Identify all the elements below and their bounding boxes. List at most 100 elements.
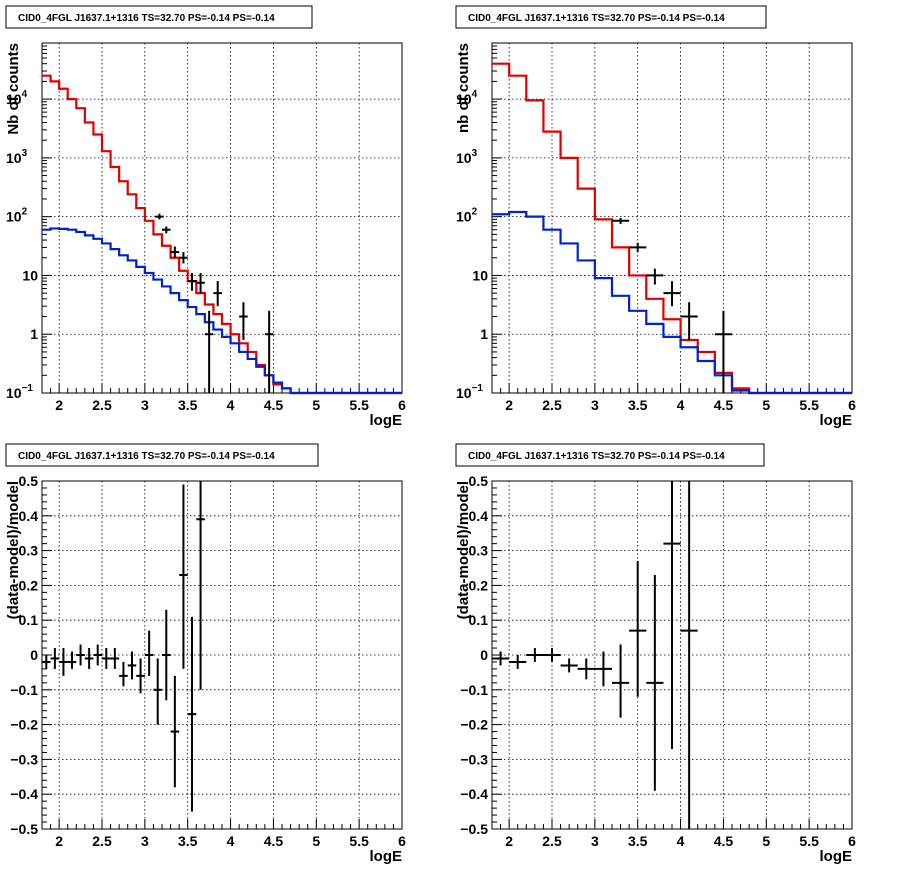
- x-tick-label: 2: [505, 833, 513, 849]
- data-point: [67, 651, 77, 669]
- data-point: [680, 481, 698, 829]
- data-point: [196, 273, 205, 294]
- y-tick-exponent: 3: [472, 148, 478, 159]
- data-point: [526, 648, 544, 662]
- y-tick-label: 10: [472, 267, 488, 283]
- x-tick-label: 2.5: [542, 833, 562, 849]
- x-tick-label: 6: [848, 833, 856, 849]
- y-tick-exponent: 3: [22, 148, 28, 159]
- y-tick-label: −0.5: [10, 821, 38, 837]
- y-tick-label: −0.5: [460, 821, 488, 837]
- x-tick-label: 3.5: [178, 833, 198, 849]
- chart-title: CID0_4FGL J1637.1+1316 TS=32.70 PS=-0.14…: [468, 451, 725, 462]
- x-tick-label: 5: [312, 397, 320, 413]
- y-tick-label: 0.3: [19, 543, 39, 559]
- x-axis-label: logE: [820, 848, 853, 865]
- data-point: [84, 648, 94, 669]
- data-point: [509, 655, 527, 669]
- data-point: [162, 609, 171, 701]
- data-point: [144, 630, 154, 676]
- data-point: [179, 252, 188, 264]
- y-tick-label: 103: [456, 148, 478, 166]
- x-tick-label: 3: [141, 397, 149, 413]
- y-axis-label: (data-model)/model: [455, 481, 472, 619]
- data-point: [196, 481, 205, 690]
- x-tick-label: 2.5: [542, 397, 562, 413]
- x-tick-label: 4: [227, 397, 235, 413]
- chart-panel-2: CID0_4FGL J1637.1+1316 TS=32.70 PS=-0.14…: [455, 5, 856, 429]
- title-box: [455, 5, 767, 29]
- title-box: [5, 443, 319, 467]
- y-tick-exponent: −1: [22, 383, 34, 394]
- data-point: [136, 658, 145, 694]
- chart-title: CID0_4FGL J1637.1+1316 TS=32.70 PS=-0.14…: [18, 13, 275, 24]
- x-tick-label: 3: [591, 397, 599, 413]
- x-tick-label: 5: [762, 833, 770, 849]
- x-tick-label: 4: [677, 397, 685, 413]
- y-tick-label: −0.1: [460, 682, 488, 698]
- background_model-histogram: [42, 227, 402, 395]
- x-axis-label: logE: [370, 412, 403, 429]
- data-point: [76, 644, 85, 666]
- x-tick-label: 4.5: [714, 833, 734, 849]
- x-tick-label: 6: [848, 397, 856, 413]
- data-point: [59, 648, 68, 676]
- data-point: [187, 273, 197, 291]
- data-point: [543, 648, 561, 662]
- x-tick-label: 5: [762, 397, 770, 413]
- data-point: [50, 648, 60, 669]
- y-tick-label: −0.3: [10, 751, 38, 767]
- chart-title: CID0_4FGL J1637.1+1316 TS=32.70 PS=-0.14…: [18, 451, 275, 462]
- x-tick-label: 5.5: [349, 397, 369, 413]
- y-tick-label: −0.2: [10, 717, 38, 733]
- y-tick-label: 0: [480, 647, 488, 663]
- data-point: [629, 561, 647, 697]
- x-tick-label: 3.5: [628, 397, 648, 413]
- data-point: [170, 246, 180, 258]
- x-tick-label: 5.5: [799, 833, 819, 849]
- data-point: [127, 651, 137, 680]
- model-histogram: [492, 62, 852, 395]
- data-point: [594, 651, 612, 687]
- data-point: [646, 268, 664, 285]
- data-point: [492, 651, 510, 666]
- chart-title: CID0_4FGL J1637.1+1316 TS=32.70 PS=-0.14…: [468, 13, 725, 24]
- y-tick-label: 1: [480, 326, 488, 342]
- title-box: [455, 443, 765, 467]
- y-tick-label: 0.5: [469, 473, 489, 489]
- data-point: [629, 242, 647, 253]
- y-tick-label: −0.2: [460, 717, 488, 733]
- y-tick-label: 0.5: [19, 473, 39, 489]
- y-tick-label: −0.4: [460, 786, 488, 802]
- y-axis-label: nb of counts: [455, 43, 472, 133]
- model-histogram: [42, 74, 402, 395]
- x-tick-label: 2: [505, 397, 513, 413]
- data-point: [680, 302, 698, 340]
- y-tick-label: 10−1: [6, 383, 33, 401]
- x-tick-label: 2: [55, 833, 63, 849]
- x-axis-label: logE: [370, 848, 403, 865]
- y-tick-exponent: 2: [472, 207, 478, 218]
- data-point: [264, 310, 274, 393]
- y-tick-label: −0.3: [460, 751, 488, 767]
- y-tick-label: 0.4: [19, 508, 39, 524]
- y-tick-exponent: −1: [472, 383, 484, 394]
- x-tick-label: 4.5: [714, 397, 734, 413]
- y-tick-exponent: 4: [22, 89, 28, 100]
- y-tick-label: 10: [22, 267, 38, 283]
- data-point: [239, 302, 248, 340]
- x-axis-label: logE: [820, 412, 853, 429]
- data-point: [646, 574, 664, 791]
- title-box: [5, 5, 313, 29]
- y-tick-label: 1: [30, 326, 38, 342]
- y-tick-label: −0.1: [10, 682, 38, 698]
- x-tick-label: 3: [141, 833, 149, 849]
- y-tick-label: 0.2: [469, 577, 489, 593]
- chart-panel-1: CID0_4FGL J1637.1+1316 TS=32.70 PS=-0.14…: [5, 5, 406, 429]
- plot-frame: [491, 42, 853, 394]
- x-tick-label: 4: [227, 833, 235, 849]
- x-tick-label: 2: [55, 397, 63, 413]
- data-point: [110, 648, 120, 669]
- data-point: [162, 226, 171, 234]
- data-point: [179, 484, 188, 669]
